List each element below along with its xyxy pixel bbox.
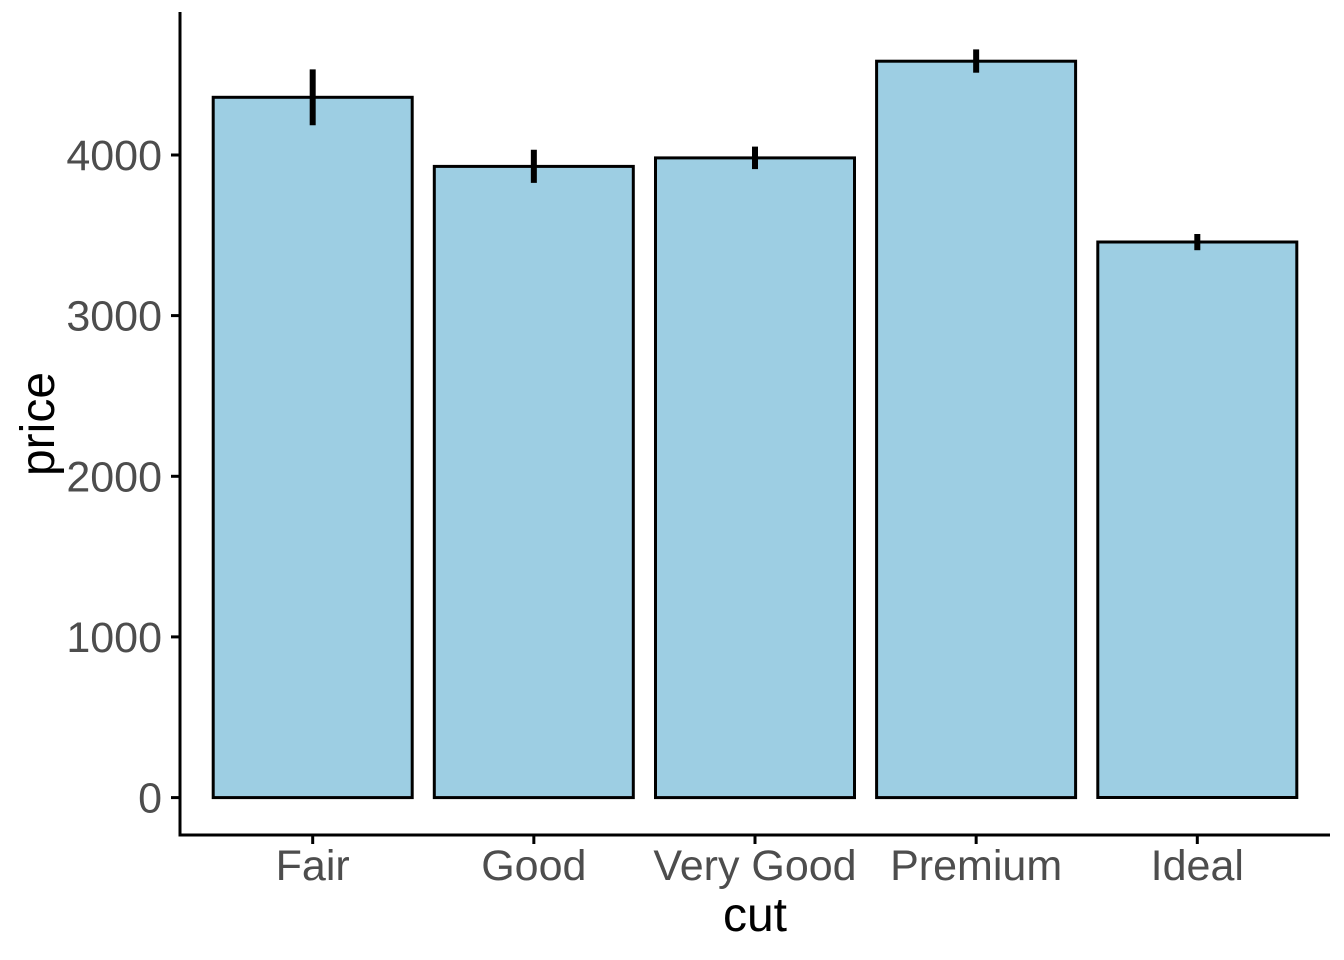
y-tick-label: 3000 — [66, 293, 162, 341]
tick-labels-layer: Fair Good Very Good Premium Ideal 0 1000 2000 30… — [66, 132, 1244, 890]
y-tick-label: 1000 — [66, 614, 162, 662]
ticks-layer — [171, 153, 1199, 844]
y-tick-label: 0 — [138, 775, 162, 823]
x-axis-title: cut — [723, 889, 787, 942]
y-tick-label: 2000 — [66, 453, 162, 501]
x-tick-label: Good — [481, 842, 586, 890]
bar-good — [432, 164, 635, 800]
y-axis-title: price — [12, 372, 65, 476]
bar-fair — [211, 95, 414, 800]
errorbars-layer — [309, 49, 1201, 251]
x-tick-label: Premium — [890, 842, 1062, 890]
y-tick-label: 4000 — [66, 132, 162, 180]
x-tick-label: Fair — [276, 842, 350, 890]
bar-very-good — [654, 156, 856, 800]
x-tick-label: Ideal — [1151, 842, 1244, 890]
bar-premium — [875, 59, 1078, 800]
x-tick-label: Very Good — [653, 842, 856, 890]
bar-ideal — [1096, 240, 1299, 799]
bars-layer — [211, 59, 1299, 800]
